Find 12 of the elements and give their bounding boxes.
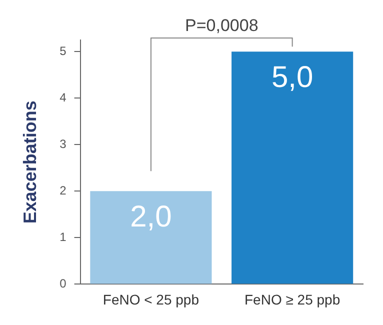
y-tick-label: 4 [60,90,67,104]
x-tick-label: FeNO ≥ 25 ppb [244,291,340,308]
y-axis-title: Exacerbations [20,100,40,224]
data-label: 2,0 [130,200,172,234]
data-label: 5,0 [271,60,314,94]
y-tick-label: 0 [60,276,67,291]
text: P=0,0008 [185,16,258,36]
y-tick-label: 3 [60,136,67,151]
y-tick-label: 2 [60,183,67,198]
x-tick-label: FeNO < 25 ppb [102,291,200,308]
y-tick-label: 5 [60,44,67,58]
y-tick-label: 1 [60,230,67,244]
